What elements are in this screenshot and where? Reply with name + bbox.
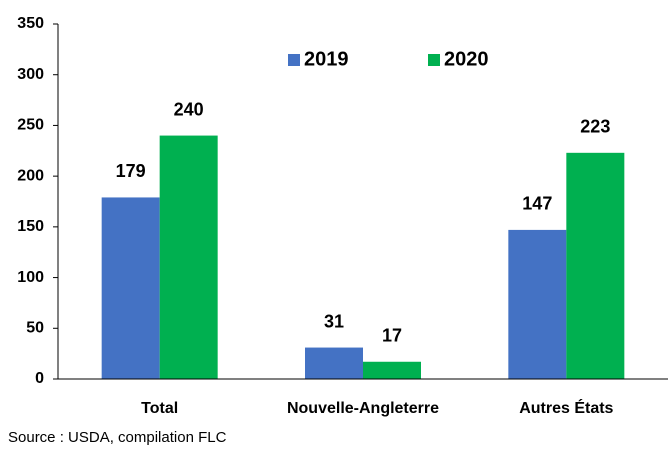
y-tick-label: 300 (17, 66, 44, 83)
y-tick-label: 50 (26, 320, 44, 337)
bar (101, 197, 160, 379)
x-tick-label: Nouvelle-Angleterre (287, 400, 439, 417)
bar (508, 229, 567, 379)
y-tick-label: 100 (17, 269, 44, 286)
value-label: 223 (580, 117, 610, 137)
bar (305, 347, 363, 379)
y-tick-label: 150 (17, 218, 44, 235)
legend-swatch (428, 54, 440, 66)
value-label: 31 (324, 311, 344, 331)
x-tick-label: Autres États (519, 398, 613, 417)
y-tick-label: 250 (17, 117, 44, 134)
y-tick-label: 200 (17, 167, 44, 184)
legend-label: 2019 (304, 48, 349, 70)
legend-swatch (288, 54, 300, 66)
value-label: 147 (522, 194, 552, 214)
value-label: 240 (174, 99, 204, 119)
value-label: 179 (116, 161, 146, 181)
x-tick-label: Total (141, 400, 178, 417)
bar (363, 361, 421, 379)
y-tick-label: 0 (35, 370, 44, 387)
source-note: Source : USDA, compilation FLC (8, 429, 227, 446)
bar (566, 152, 625, 379)
y-tick-label: 350 (17, 15, 44, 32)
bar (159, 135, 218, 379)
value-label: 17 (382, 326, 402, 346)
legend-label: 2020 (444, 48, 489, 70)
